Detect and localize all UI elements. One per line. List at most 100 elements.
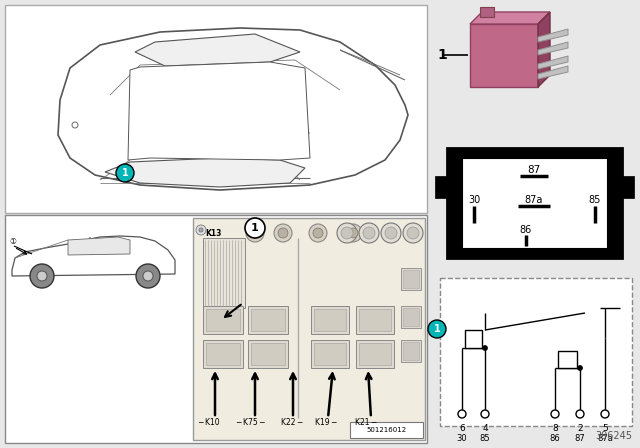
Circle shape	[196, 225, 206, 235]
Circle shape	[246, 224, 264, 242]
Bar	[621, 176, 634, 198]
Circle shape	[359, 223, 379, 243]
Bar	[401, 306, 421, 328]
Bar	[311, 306, 349, 334]
Circle shape	[337, 223, 357, 243]
Bar	[311, 340, 349, 368]
Circle shape	[30, 264, 54, 288]
Polygon shape	[538, 12, 550, 87]
Polygon shape	[538, 56, 568, 69]
Text: 1: 1	[437, 48, 447, 62]
Bar	[193, 218, 425, 440]
Polygon shape	[135, 34, 300, 66]
Bar	[248, 340, 288, 368]
Polygon shape	[470, 24, 538, 87]
Bar	[251, 343, 285, 365]
Circle shape	[428, 320, 446, 338]
Polygon shape	[470, 12, 550, 24]
Bar	[5, 215, 427, 443]
Bar	[356, 340, 394, 368]
Text: 5: 5	[602, 424, 608, 433]
Circle shape	[576, 410, 584, 418]
Bar	[5, 5, 427, 213]
Text: K19 ─: K19 ─	[315, 418, 337, 427]
Text: 30: 30	[468, 195, 480, 205]
Text: 8: 8	[552, 424, 558, 433]
Circle shape	[199, 228, 203, 232]
Circle shape	[313, 228, 323, 238]
Circle shape	[403, 223, 423, 243]
Bar	[251, 309, 285, 331]
Text: 396245: 396245	[595, 431, 632, 441]
Polygon shape	[68, 237, 130, 255]
Circle shape	[309, 224, 327, 242]
Bar	[440, 278, 632, 426]
Polygon shape	[538, 42, 568, 55]
Bar	[203, 306, 243, 334]
Circle shape	[341, 227, 353, 239]
Circle shape	[278, 228, 288, 238]
Circle shape	[577, 366, 582, 370]
Polygon shape	[538, 66, 568, 79]
Text: 85: 85	[589, 195, 601, 205]
Polygon shape	[58, 28, 408, 190]
Text: 1: 1	[251, 223, 259, 233]
Circle shape	[381, 223, 401, 243]
Bar	[401, 268, 421, 290]
Polygon shape	[105, 158, 305, 187]
Bar	[206, 309, 240, 331]
Circle shape	[344, 224, 362, 242]
Text: K21 ─: K21 ─	[355, 418, 376, 427]
Bar	[403, 342, 419, 360]
Bar	[203, 340, 243, 368]
Text: ─ K75 ─: ─ K75 ─	[236, 418, 265, 427]
Circle shape	[143, 271, 153, 281]
Text: ①: ①	[9, 237, 16, 246]
Bar	[356, 306, 394, 334]
Bar	[350, 422, 423, 438]
Text: 85: 85	[480, 434, 490, 443]
Circle shape	[348, 228, 358, 238]
Text: 6: 6	[459, 424, 465, 433]
Bar	[558, 351, 577, 368]
Text: K22 ─: K22 ─	[281, 418, 303, 427]
Circle shape	[551, 410, 559, 418]
Circle shape	[481, 410, 489, 418]
Text: 86: 86	[520, 225, 532, 235]
Polygon shape	[128, 62, 310, 160]
Circle shape	[385, 227, 397, 239]
Text: 87: 87	[527, 165, 541, 175]
Text: 4: 4	[482, 424, 488, 433]
Bar	[248, 306, 288, 334]
Bar	[203, 238, 245, 308]
Text: K13: K13	[205, 229, 221, 238]
Bar	[403, 308, 419, 326]
Text: 87: 87	[575, 434, 586, 443]
Circle shape	[363, 227, 375, 239]
Bar	[465, 330, 482, 348]
Circle shape	[407, 227, 419, 239]
Bar	[359, 309, 391, 331]
Circle shape	[483, 345, 488, 350]
Circle shape	[72, 122, 78, 128]
Bar	[359, 343, 391, 365]
Bar	[314, 343, 346, 365]
Text: 1: 1	[434, 324, 440, 334]
Text: 30: 30	[457, 434, 467, 443]
Bar	[206, 343, 240, 365]
Circle shape	[37, 271, 47, 281]
Polygon shape	[538, 29, 568, 42]
Bar	[447, 148, 622, 258]
Circle shape	[458, 410, 466, 418]
Bar	[403, 270, 419, 288]
Bar	[480, 7, 494, 17]
Bar	[462, 158, 607, 248]
Circle shape	[601, 410, 609, 418]
Bar	[401, 340, 421, 362]
Text: 86: 86	[550, 434, 561, 443]
Text: 2: 2	[577, 424, 583, 433]
Circle shape	[136, 264, 160, 288]
Text: 1: 1	[122, 168, 129, 178]
Circle shape	[116, 164, 134, 182]
Polygon shape	[12, 236, 175, 276]
